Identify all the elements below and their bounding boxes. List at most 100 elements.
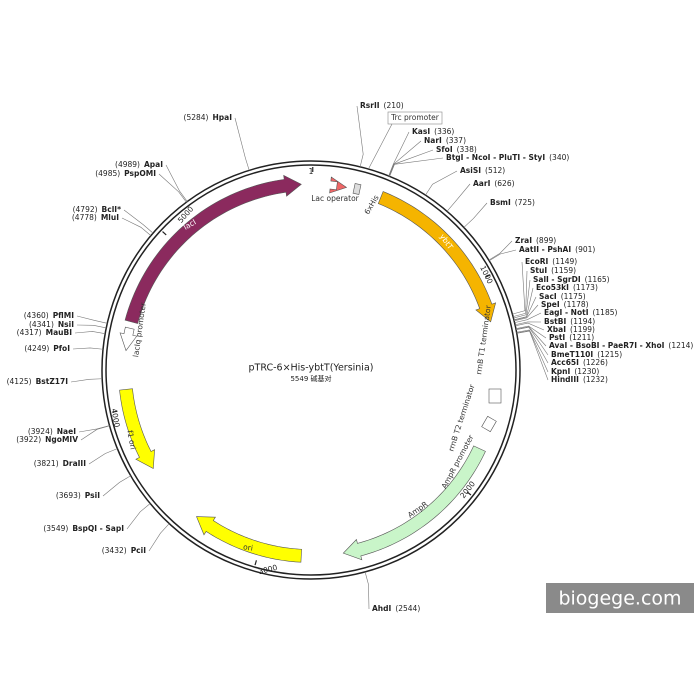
site-position: (4125) (7, 377, 32, 386)
site-name: MluI (101, 213, 119, 222)
site-leader (513, 296, 537, 321)
site-leader (489, 249, 517, 262)
site-leader (72, 347, 104, 350)
site-label: PstI (1211) (549, 333, 594, 342)
site-name: BmeT110I (551, 350, 593, 359)
site-position: (1185) (592, 308, 617, 317)
feature-label: ori (243, 542, 254, 552)
site-label: SpeI (1178) (541, 300, 589, 309)
site-label: (3821) DraIII (34, 459, 87, 468)
site-leader (488, 240, 513, 261)
site-leader (123, 209, 154, 234)
feature-label: Trc promoter (390, 113, 440, 122)
site-label: (4125) BstZ17I (7, 377, 69, 386)
site-label: BstBI (1194) (544, 317, 595, 326)
site-label: NarI (337) (424, 136, 466, 145)
site-leader (76, 315, 108, 324)
site-name: SalI - SgrDI (533, 275, 581, 284)
site-label: (3924) NaeI (28, 427, 76, 436)
site-leader (516, 330, 549, 373)
site-leader (389, 157, 444, 177)
site-leader (446, 183, 471, 212)
watermark: biogege.com (558, 588, 681, 610)
site-name: PfoI (53, 344, 70, 353)
site-label: (4360) PflMI (24, 311, 74, 320)
site-position: (1178) (564, 300, 589, 309)
tick-label: 4000 (109, 408, 121, 429)
site-leader (514, 304, 539, 322)
site-position: (626) (494, 179, 514, 188)
site-name: EcoRI (525, 257, 548, 266)
site-leader (512, 261, 526, 315)
site-name: AatII - PshAI (519, 245, 571, 254)
plasmid-size: 5549 碱基对 (290, 374, 331, 383)
site-label: (3549) BspQI - SapI (43, 524, 124, 533)
site-leader (514, 312, 542, 323)
site-label: HindIII (1232) (551, 375, 608, 384)
site-leader (388, 131, 410, 177)
site-leader (234, 117, 250, 171)
backbone-inner (105, 164, 517, 576)
site-leader (463, 202, 488, 228)
site-position: (1211) (569, 333, 594, 342)
site-position: (1215) (597, 350, 622, 359)
site-leader (515, 326, 547, 347)
site-label: (4249) PfoI (24, 344, 70, 353)
site-position: (337) (446, 136, 466, 145)
site-name: BspQI - SapI (72, 524, 124, 533)
site-position: (1165) (585, 275, 610, 284)
feature-AmpR (342, 445, 486, 561)
feature-label: rrnB T1 terminator (474, 304, 493, 375)
site-label: RsrII (210) (360, 101, 404, 110)
site-position: (901) (575, 245, 595, 254)
site-name: PstI (549, 333, 565, 342)
site-leader (88, 448, 118, 465)
site-label: SacI (1175) (539, 292, 586, 301)
site-position: (1214) (668, 341, 693, 350)
site-label: (3693) PsiI (56, 491, 100, 500)
feature-f1-ori (119, 388, 155, 470)
site-position: (3821) (34, 459, 59, 468)
site-name: NarI (424, 136, 442, 145)
site-label: BsmI (725) (490, 198, 535, 207)
site-position: (336) (434, 127, 454, 136)
site-label: BmeT110I (1215) (551, 350, 622, 359)
site-position: (512) (485, 166, 505, 175)
site-label: (4341) NsiI (29, 320, 74, 329)
site-label: (4778) MluI (72, 213, 119, 222)
site-name: XbaI (547, 325, 566, 334)
site-name: PciI (131, 546, 147, 555)
site-leader (516, 329, 549, 364)
site-position: (1175) (561, 292, 586, 301)
site-leader (158, 173, 187, 203)
site-leader (102, 475, 131, 497)
site-position: (3549) (43, 524, 68, 533)
site-name: BstZ17I (36, 377, 69, 386)
site-label: (3922) NgoMIV (16, 435, 78, 444)
site-name: HindIII (551, 375, 579, 384)
site-position: (210) (384, 101, 404, 110)
trc-promoter-box (387, 111, 443, 125)
site-position: (3922) (16, 435, 41, 444)
site-label: SfoI (338) (436, 145, 477, 154)
site-name: AhdI (372, 604, 392, 613)
site-position: (3693) (56, 491, 81, 500)
site-label: (5284) HpaI (184, 113, 233, 122)
site-position: (3432) (102, 546, 127, 555)
tick-label: 1 (309, 167, 314, 176)
site-name: PspOMI (124, 169, 156, 178)
site-position: (1194) (570, 317, 595, 326)
site-label: AarI (626) (473, 179, 515, 188)
site-label: ZraI (899) (515, 236, 556, 245)
site-position: (1149) (552, 257, 577, 266)
site-label: StuI (1159) (530, 266, 576, 275)
site-position: (338) (457, 145, 477, 154)
site-position: (4341) (29, 320, 54, 329)
site-label: (4317) MauBI (17, 328, 73, 337)
site-leader (512, 270, 528, 317)
site-name: ApaI (144, 160, 163, 169)
site-name: NsiI (58, 320, 74, 329)
feature-ori (196, 516, 302, 563)
site-name: BstBI (544, 317, 566, 326)
site-name: BtgI - NcoI - PluTI - StyI (446, 153, 545, 162)
